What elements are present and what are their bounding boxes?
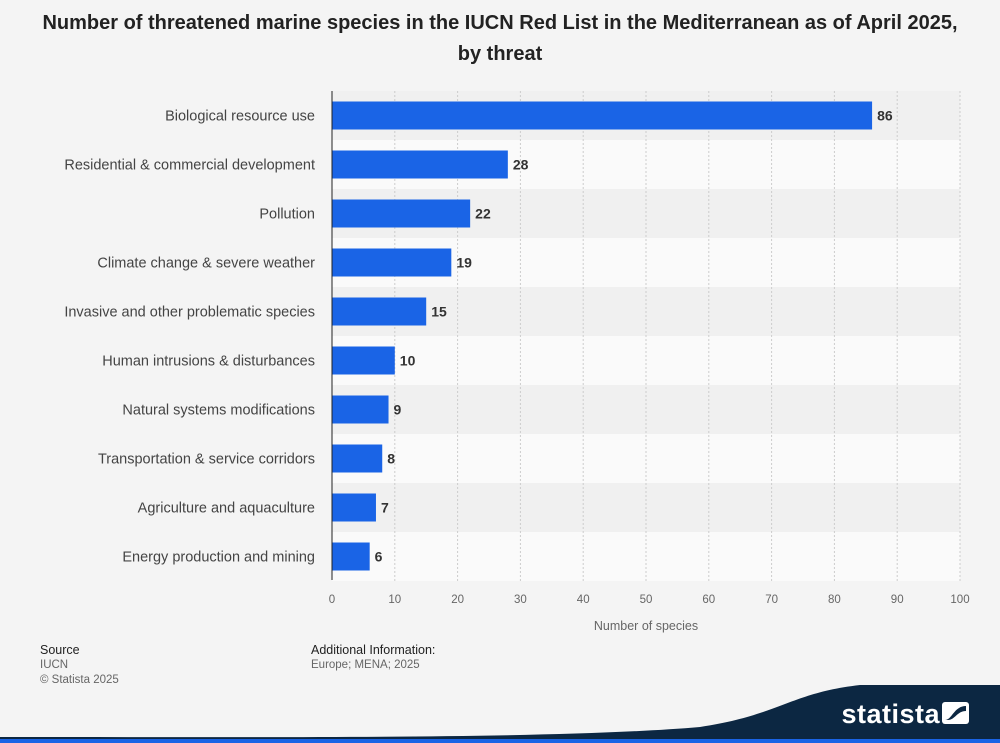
brand-wave	[0, 685, 1000, 743]
chart-title: Number of threatened marine species in t…	[42, 12, 958, 65]
value-label: 86	[877, 108, 893, 124]
statista-logo[interactable]: statista	[841, 699, 940, 729]
category-label: Energy production and mining	[122, 550, 315, 566]
row-band	[332, 385, 960, 434]
value-label: 9	[394, 402, 402, 418]
value-label: 6	[375, 549, 383, 565]
category-label: Transportation & service corridors	[98, 452, 315, 468]
x-tick-label: 60	[702, 594, 715, 606]
row-band	[332, 434, 960, 483]
x-tick-label: 30	[514, 594, 527, 606]
value-label: 28	[513, 157, 529, 173]
bar[interactable]	[332, 199, 471, 228]
category-label: Invasive and other problematic species	[64, 305, 315, 321]
category-label: Human intrusions & disturbances	[102, 354, 315, 370]
x-tick-label: 50	[640, 594, 653, 606]
category-label: Climate change & severe weather	[97, 256, 315, 272]
value-label: 19	[456, 255, 472, 271]
bar[interactable]	[332, 150, 508, 179]
category-label: Natural systems modifications	[122, 403, 315, 419]
value-label: 15	[431, 304, 447, 320]
additional-info-block: Additional Information: Europe; MENA; 20…	[311, 643, 435, 673]
bar[interactable]	[332, 297, 427, 326]
bar[interactable]	[332, 395, 389, 424]
x-tick-label: 0	[329, 594, 335, 606]
x-tick-label: 10	[388, 594, 401, 606]
copyright-text: © Statista 2025	[40, 674, 119, 686]
source-heading: Source	[40, 643, 80, 657]
x-tick-label: 20	[451, 594, 464, 606]
statista-logo-icon	[942, 702, 969, 724]
x-tick-label: 100	[950, 594, 969, 606]
bar[interactable]	[332, 248, 452, 277]
source-text[interactable]: IUCN	[40, 659, 69, 671]
category-label: Residential & commercial development	[64, 158, 315, 174]
x-tick-label: 90	[891, 594, 904, 606]
bar[interactable]	[332, 444, 383, 473]
source-block: Source IUCN © Statista 2025	[40, 643, 119, 688]
value-label: 8	[387, 451, 395, 467]
additional-info-heading: Additional Information:	[311, 643, 436, 657]
x-axis-title: Number of species	[594, 619, 698, 633]
category-label: Agriculture and aquaculture	[138, 501, 315, 517]
bar[interactable]	[332, 542, 370, 571]
category-label: Pollution	[259, 207, 315, 223]
x-tick-label: 70	[765, 594, 778, 606]
value-label: 22	[475, 206, 491, 222]
category-label: Biological resource use	[165, 109, 315, 125]
value-label: 10	[400, 353, 416, 369]
bar[interactable]	[332, 493, 376, 522]
bar[interactable]	[332, 346, 395, 375]
x-tick-label: 80	[828, 594, 841, 606]
additional-info-text: Europe; MENA; 2025	[311, 659, 420, 671]
x-tick-label: 40	[577, 594, 590, 606]
bar[interactable]	[332, 101, 873, 130]
value-label: 7	[381, 500, 389, 516]
